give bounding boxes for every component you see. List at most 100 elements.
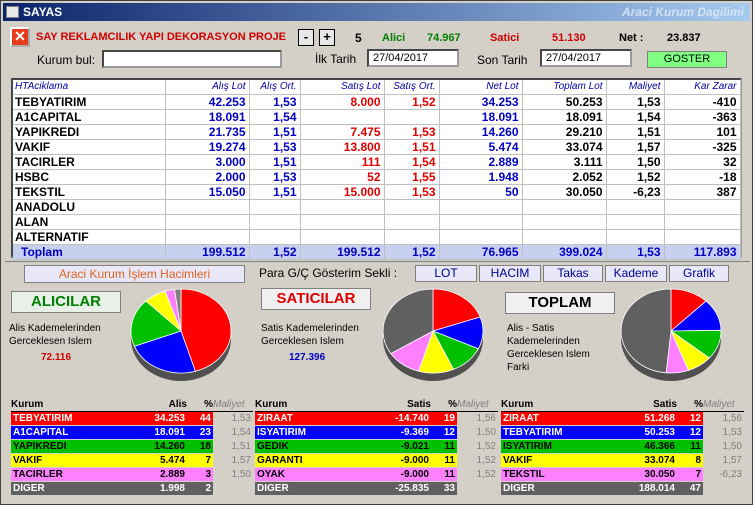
table-row[interactable]: HSBC 2.000 1,53 52 1,55 1.948 2.052 1,52 -18 <box>13 169 741 185</box>
broker-name: YAPIKREDI <box>11 439 107 454</box>
saticilar-desc2: Gerceklesen Islem <box>261 336 344 347</box>
kurum-bul-input[interactable] <box>102 50 282 68</box>
table-row[interactable]: VAKIF 19.274 1,53 13.800 1,51 5.474 33.074 1,57… <box>13 139 741 155</box>
broker-row[interactable]: ISYATIRIM 46.366 11 1,50 <box>501 439 744 454</box>
toplam-button[interactable]: TOPLAM <box>505 292 615 314</box>
ilk-tarih-input[interactable] <box>367 49 459 67</box>
broker-row[interactable]: DIGER 188.014 47 <box>501 481 744 496</box>
table-cell: 19.274 <box>165 139 250 155</box>
broker-maliyet <box>213 481 253 496</box>
table-cell <box>606 199 665 215</box>
table-cell <box>439 199 523 215</box>
alicilar-button[interactable]: ALICILAR <box>11 291 121 313</box>
table-row[interactable]: YAPIKREDI 21.735 1,51 7.475 1,53 14.260 29.210… <box>13 124 741 140</box>
table-cell: 7.475 <box>300 124 385 140</box>
table-cell <box>300 229 385 245</box>
table-cell: 1,51 <box>249 184 301 200</box>
broker-pct: 12 <box>677 425 703 440</box>
table-cell <box>384 109 440 125</box>
totals-table: Kurum Satis% Maliyet ZIRAAT 51.268 12 1,56 TEBY… <box>501 399 744 496</box>
broker-row[interactable]: DIGER -25.835 33 <box>255 481 498 496</box>
broker-val: 46.366 <box>597 439 677 454</box>
column-header[interactable]: Kar Zarar <box>664 80 741 95</box>
broker-row[interactable]: ZIRAAT -14.740 19 1,56 <box>255 411 498 426</box>
kurum-bul-label: Kurum bul: <box>37 53 96 67</box>
table-cell: 3.000 <box>165 154 250 170</box>
islem-hacimleri-button[interactable]: Araci Kurum İşlem Hacimleri <box>24 265 245 283</box>
column-header[interactable]: Satış Lot <box>300 80 385 95</box>
table-cell: 1,51 <box>249 154 301 170</box>
table-cell: 30.050 <box>522 184 607 200</box>
pie-slice <box>180 288 232 372</box>
table-cell: 1,54 <box>606 109 665 125</box>
plus-button[interactable]: + <box>319 29 335 46</box>
broker-val: -14.740 <box>351 411 431 426</box>
broker-row[interactable]: A1CAPITAL 18.091 23 1,54 <box>11 425 253 440</box>
broker-name: OYAK <box>255 467 351 482</box>
column-header: Maliyet <box>703 399 744 412</box>
broker-row[interactable]: GEDIK -9.021 11 1,52 <box>255 439 498 454</box>
broker-pct: 11 <box>431 439 457 454</box>
broker-pct: 2 <box>187 481 213 496</box>
table-row[interactable]: TACIRLER 3.000 1,51 111 1,54 2.889 3.111 1,50 32 <box>13 154 741 170</box>
alicilar-pie-chart <box>130 288 232 381</box>
alicilar-value: 72.116 <box>41 352 72 363</box>
table-cell: 18.091 <box>439 109 523 125</box>
broker-row[interactable]: VAKIF 5.474 7 1,57 <box>11 453 253 468</box>
table-cell <box>384 199 440 215</box>
table-row[interactable]: A1CAPITAL 18.091 1,54 18.091 18.091 1,54 -363 <box>13 109 741 125</box>
broker-maliyet: 1,57 <box>703 453 744 468</box>
table-row[interactable]: TEKSTIL 15.050 1,51 15.000 1,53 50 30.050 -6,23… <box>13 184 741 200</box>
table-cell: 111 <box>300 154 385 170</box>
broker-name: ZIRAAT <box>501 411 597 426</box>
table-cell: 1,53 <box>249 139 301 155</box>
column-header[interactable]: Alış Lot <box>165 80 250 95</box>
broker-val: -9.000 <box>351 467 431 482</box>
broker-row[interactable]: YAPIKREDI 14.260 18 1,51 <box>11 439 253 454</box>
tab-kademe[interactable]: Kademe <box>605 265 667 282</box>
broker-row[interactable]: TEBYATIRIM 50.253 12 1,53 <box>501 425 744 440</box>
broker-maliyet: 1,53 <box>703 425 744 440</box>
goster-button[interactable]: GOSTER <box>647 51 727 68</box>
table-cell <box>664 214 741 230</box>
column-header[interactable]: Satış Ort. <box>384 80 440 95</box>
table-cell: 1,50 <box>606 154 665 170</box>
broker-maliyet: 1,57 <box>213 453 253 468</box>
toplam-desc4: Farki <box>507 362 530 373</box>
tab-takas[interactable]: Takas <box>543 265 603 282</box>
broker-pct: 23 <box>187 425 213 440</box>
broker-row[interactable]: ISYATIRIM -9.369 12 1,50 <box>255 425 498 440</box>
table-row[interactable]: TEBYATIRIM 42.253 1,53 8.000 1,52 34.253 50.25… <box>13 94 741 110</box>
broker-row[interactable]: DIGER 1.998 2 <box>11 481 253 496</box>
table-row[interactable]: ANADOLU <box>13 199 741 215</box>
son-tarih-input[interactable] <box>540 49 632 67</box>
table-row[interactable]: ALTERNATIF <box>13 229 741 245</box>
broker-row[interactable]: TEKSTIL 30.050 7 -6,23 <box>501 467 744 482</box>
broker-row[interactable]: OYAK -9.000 11 1,52 <box>255 467 498 482</box>
table-cell <box>606 229 665 245</box>
broker-row[interactable]: VAKIF 33.074 8 1,57 <box>501 453 744 468</box>
alicilar-desc1: Alis Kademelerinden <box>9 323 101 334</box>
tab-hacim[interactable]: HACIM <box>479 265 541 282</box>
table-row[interactable]: ALAN <box>13 214 741 230</box>
column-header[interactable]: Toplam Lot <box>522 80 607 95</box>
minus-button[interactable]: - <box>298 29 314 46</box>
column-header[interactable]: HTAciklama <box>13 80 166 95</box>
column-header[interactable]: Maliyet <box>606 80 665 95</box>
column-header[interactable]: Alış Ort. <box>249 80 301 95</box>
table-cell: 13.800 <box>300 139 385 155</box>
table-cell: 18.091 <box>165 109 250 125</box>
saticilar-button[interactable]: SATICILAR <box>261 288 371 310</box>
tab-grafik[interactable]: Grafik <box>669 265 729 282</box>
broker-val: 33.074 <box>597 453 677 468</box>
table-cell <box>249 214 301 230</box>
tab-lot[interactable]: LOT <box>415 265 477 282</box>
broker-pct: 11 <box>431 453 457 468</box>
broker-row[interactable]: TACIRLER 2.889 3 1,50 <box>11 467 253 482</box>
broker-row[interactable]: TEBYATIRIM 34.253 44 1,53 <box>11 411 253 426</box>
column-header[interactable]: Net Lot <box>439 80 523 95</box>
broker-row[interactable]: GARANTI -9.000 11 1,52 <box>255 453 498 468</box>
broker-pct: 18 <box>187 439 213 454</box>
close-button[interactable]: ✕ <box>10 27 30 47</box>
broker-row[interactable]: ZIRAAT 51.268 12 1,56 <box>501 411 744 426</box>
